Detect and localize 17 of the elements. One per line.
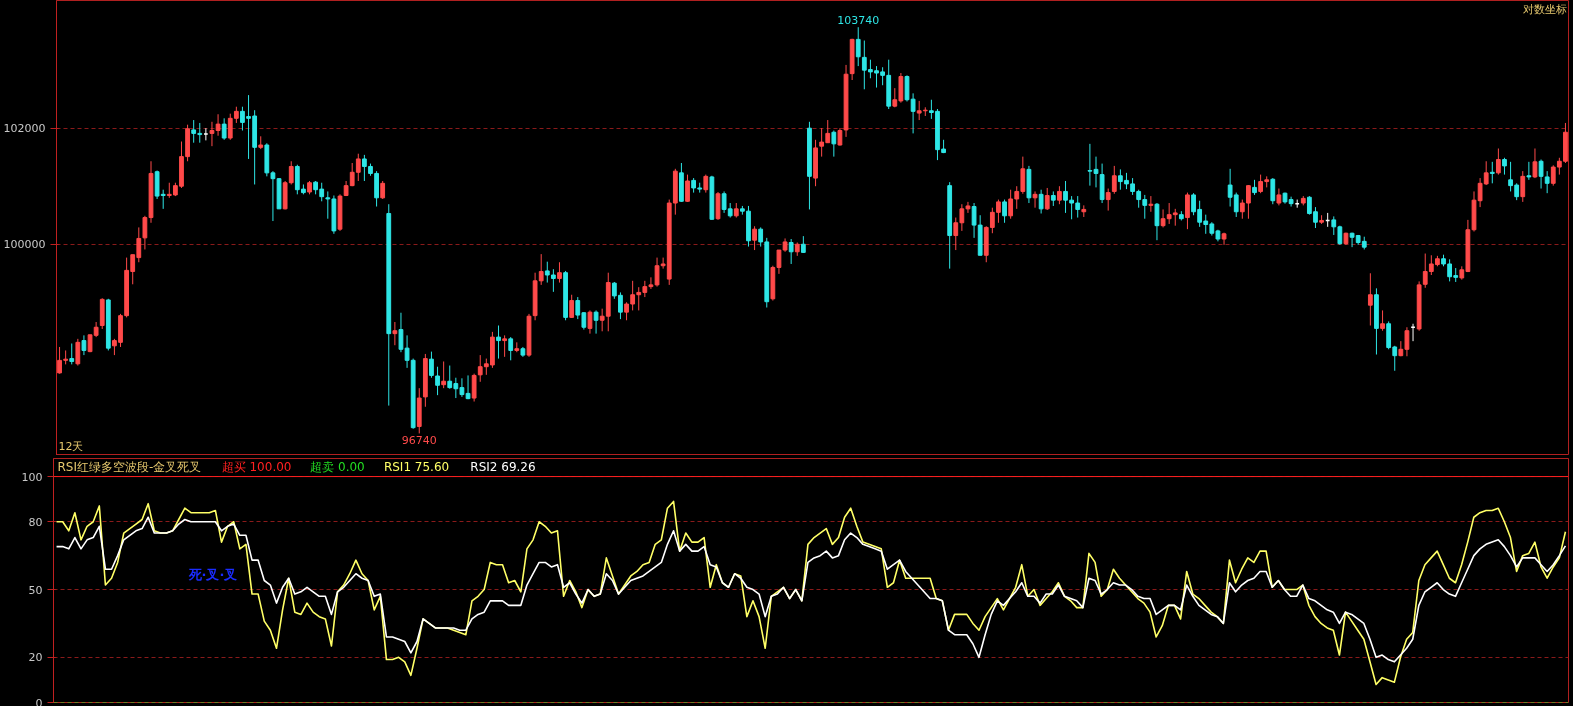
y-tick-label: 0 [35,696,43,706]
y-tick-label: 50 [28,583,43,597]
chart-title: RSI红绿多空波段-金叉死叉 [57,459,202,474]
annotation: 死·叉·叉 [187,567,238,582]
ref-line-label: 超买 100.00 [221,459,292,474]
annotation: 103740 [837,14,880,28]
y-tick-label: 80 [28,515,43,529]
y-tick-label: 102000 [3,122,46,136]
text: RSI2 69.26 [470,459,536,474]
y-tick-label: 100 [21,470,43,484]
annotation: 12天 [58,439,84,453]
y-tick-label: 20 [28,651,43,665]
text: RSI1 75.60 [383,459,450,474]
annotation: 对数坐标 [1522,2,1567,16]
annotation: 96740 [401,434,437,448]
ref-line-label: 超卖 0.00 [310,459,365,474]
y-tick-label: 100000 [3,238,46,252]
